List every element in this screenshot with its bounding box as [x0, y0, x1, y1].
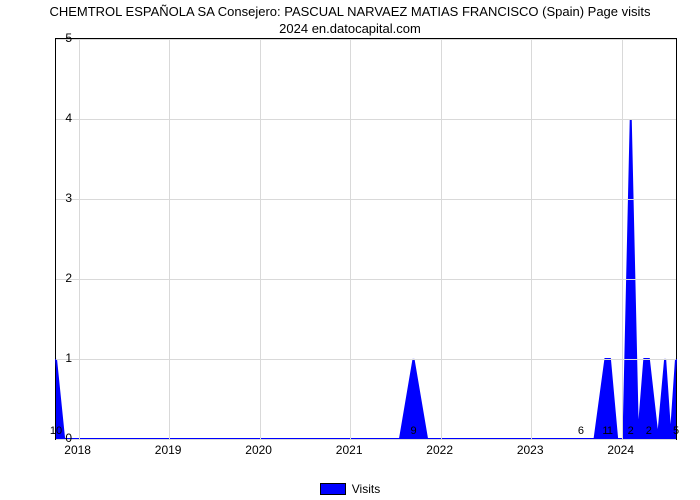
- x-gridline: [79, 39, 80, 439]
- line-series: [56, 39, 676, 439]
- y-tick-label: 4: [42, 111, 72, 125]
- y-gridline: [56, 119, 676, 120]
- y-gridline: [56, 39, 676, 40]
- x-gridline: [531, 39, 532, 439]
- x-tick-label: 2024: [607, 443, 634, 457]
- y-gridline: [56, 439, 676, 440]
- x-tick-label: 2023: [517, 443, 544, 457]
- legend-swatch: [320, 483, 346, 495]
- chart-container: CHEMTROL ESPAÑOLA SA Consejero: PASCUAL …: [0, 0, 700, 500]
- title-line-2: 2024 en.datocapital.com: [279, 21, 421, 36]
- y-gridline: [56, 279, 676, 280]
- point-label: 1: [607, 425, 613, 437]
- x-tick-label: 2018: [64, 443, 91, 457]
- y-tick-label: 5: [42, 31, 72, 45]
- point-label: 5: [673, 425, 679, 437]
- point-label: 2: [646, 425, 652, 437]
- legend-label: Visits: [352, 482, 380, 496]
- y-gridline: [56, 359, 676, 360]
- x-gridline: [622, 39, 623, 439]
- point-label: 6: [578, 425, 584, 437]
- x-gridline: [260, 39, 261, 439]
- y-tick-label: 0: [42, 431, 72, 445]
- y-tick-label: 3: [42, 191, 72, 205]
- plot-area: 109611225: [55, 38, 677, 440]
- legend: Visits: [0, 482, 700, 496]
- title-line-1: CHEMTROL ESPAÑOLA SA Consejero: PASCUAL …: [49, 4, 650, 19]
- y-tick-label: 1: [42, 351, 72, 365]
- x-gridline: [350, 39, 351, 439]
- y-gridline: [56, 199, 676, 200]
- point-label: 9: [410, 425, 416, 437]
- y-tick-label: 2: [42, 271, 72, 285]
- x-gridline: [441, 39, 442, 439]
- x-tick-label: 2021: [336, 443, 363, 457]
- x-gridline: [169, 39, 170, 439]
- x-tick-label: 2019: [155, 443, 182, 457]
- point-label: 2: [628, 425, 634, 437]
- x-tick-label: 2020: [245, 443, 272, 457]
- x-tick-label: 2022: [426, 443, 453, 457]
- chart-title: CHEMTROL ESPAÑOLA SA Consejero: PASCUAL …: [0, 4, 700, 38]
